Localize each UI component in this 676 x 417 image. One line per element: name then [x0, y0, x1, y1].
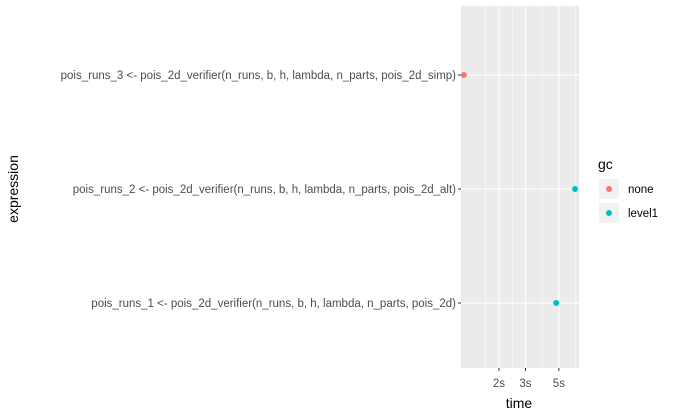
legend-label: none [628, 184, 654, 196]
legend-title: gc [598, 156, 613, 172]
legend: gc none level1 [598, 156, 658, 223]
data-point [572, 186, 579, 192]
y-axis-title: expression [5, 155, 21, 223]
grid-lines [461, 6, 579, 368]
y-tick-label: pois_runs_1 <- pois_2d_verifier(n_runs, … [91, 298, 456, 310]
legend-swatch [606, 186, 612, 192]
y-axis-ticks: pois_runs_1 <- pois_2d_verifier(n_runs, … [61, 70, 461, 310]
data-point [553, 300, 560, 306]
legend-swatch [606, 210, 612, 216]
x-tick-label: 3s [519, 378, 531, 390]
x-tick-label: 5s [553, 378, 565, 390]
data-points [460, 72, 579, 306]
y-tick-label: pois_runs_3 <- pois_2d_verifier(n_runs, … [61, 70, 457, 82]
plot-panel [461, 6, 579, 368]
legend-label: level1 [628, 208, 658, 220]
data-point [460, 72, 467, 78]
y-tick-label: pois_runs_2 <- pois_2d_verifier(n_runs, … [73, 184, 456, 196]
x-axis-ticks: 2s 3s 5s [493, 368, 565, 390]
x-tick-label: 2s [493, 378, 505, 390]
x-axis-title: time [506, 395, 533, 411]
